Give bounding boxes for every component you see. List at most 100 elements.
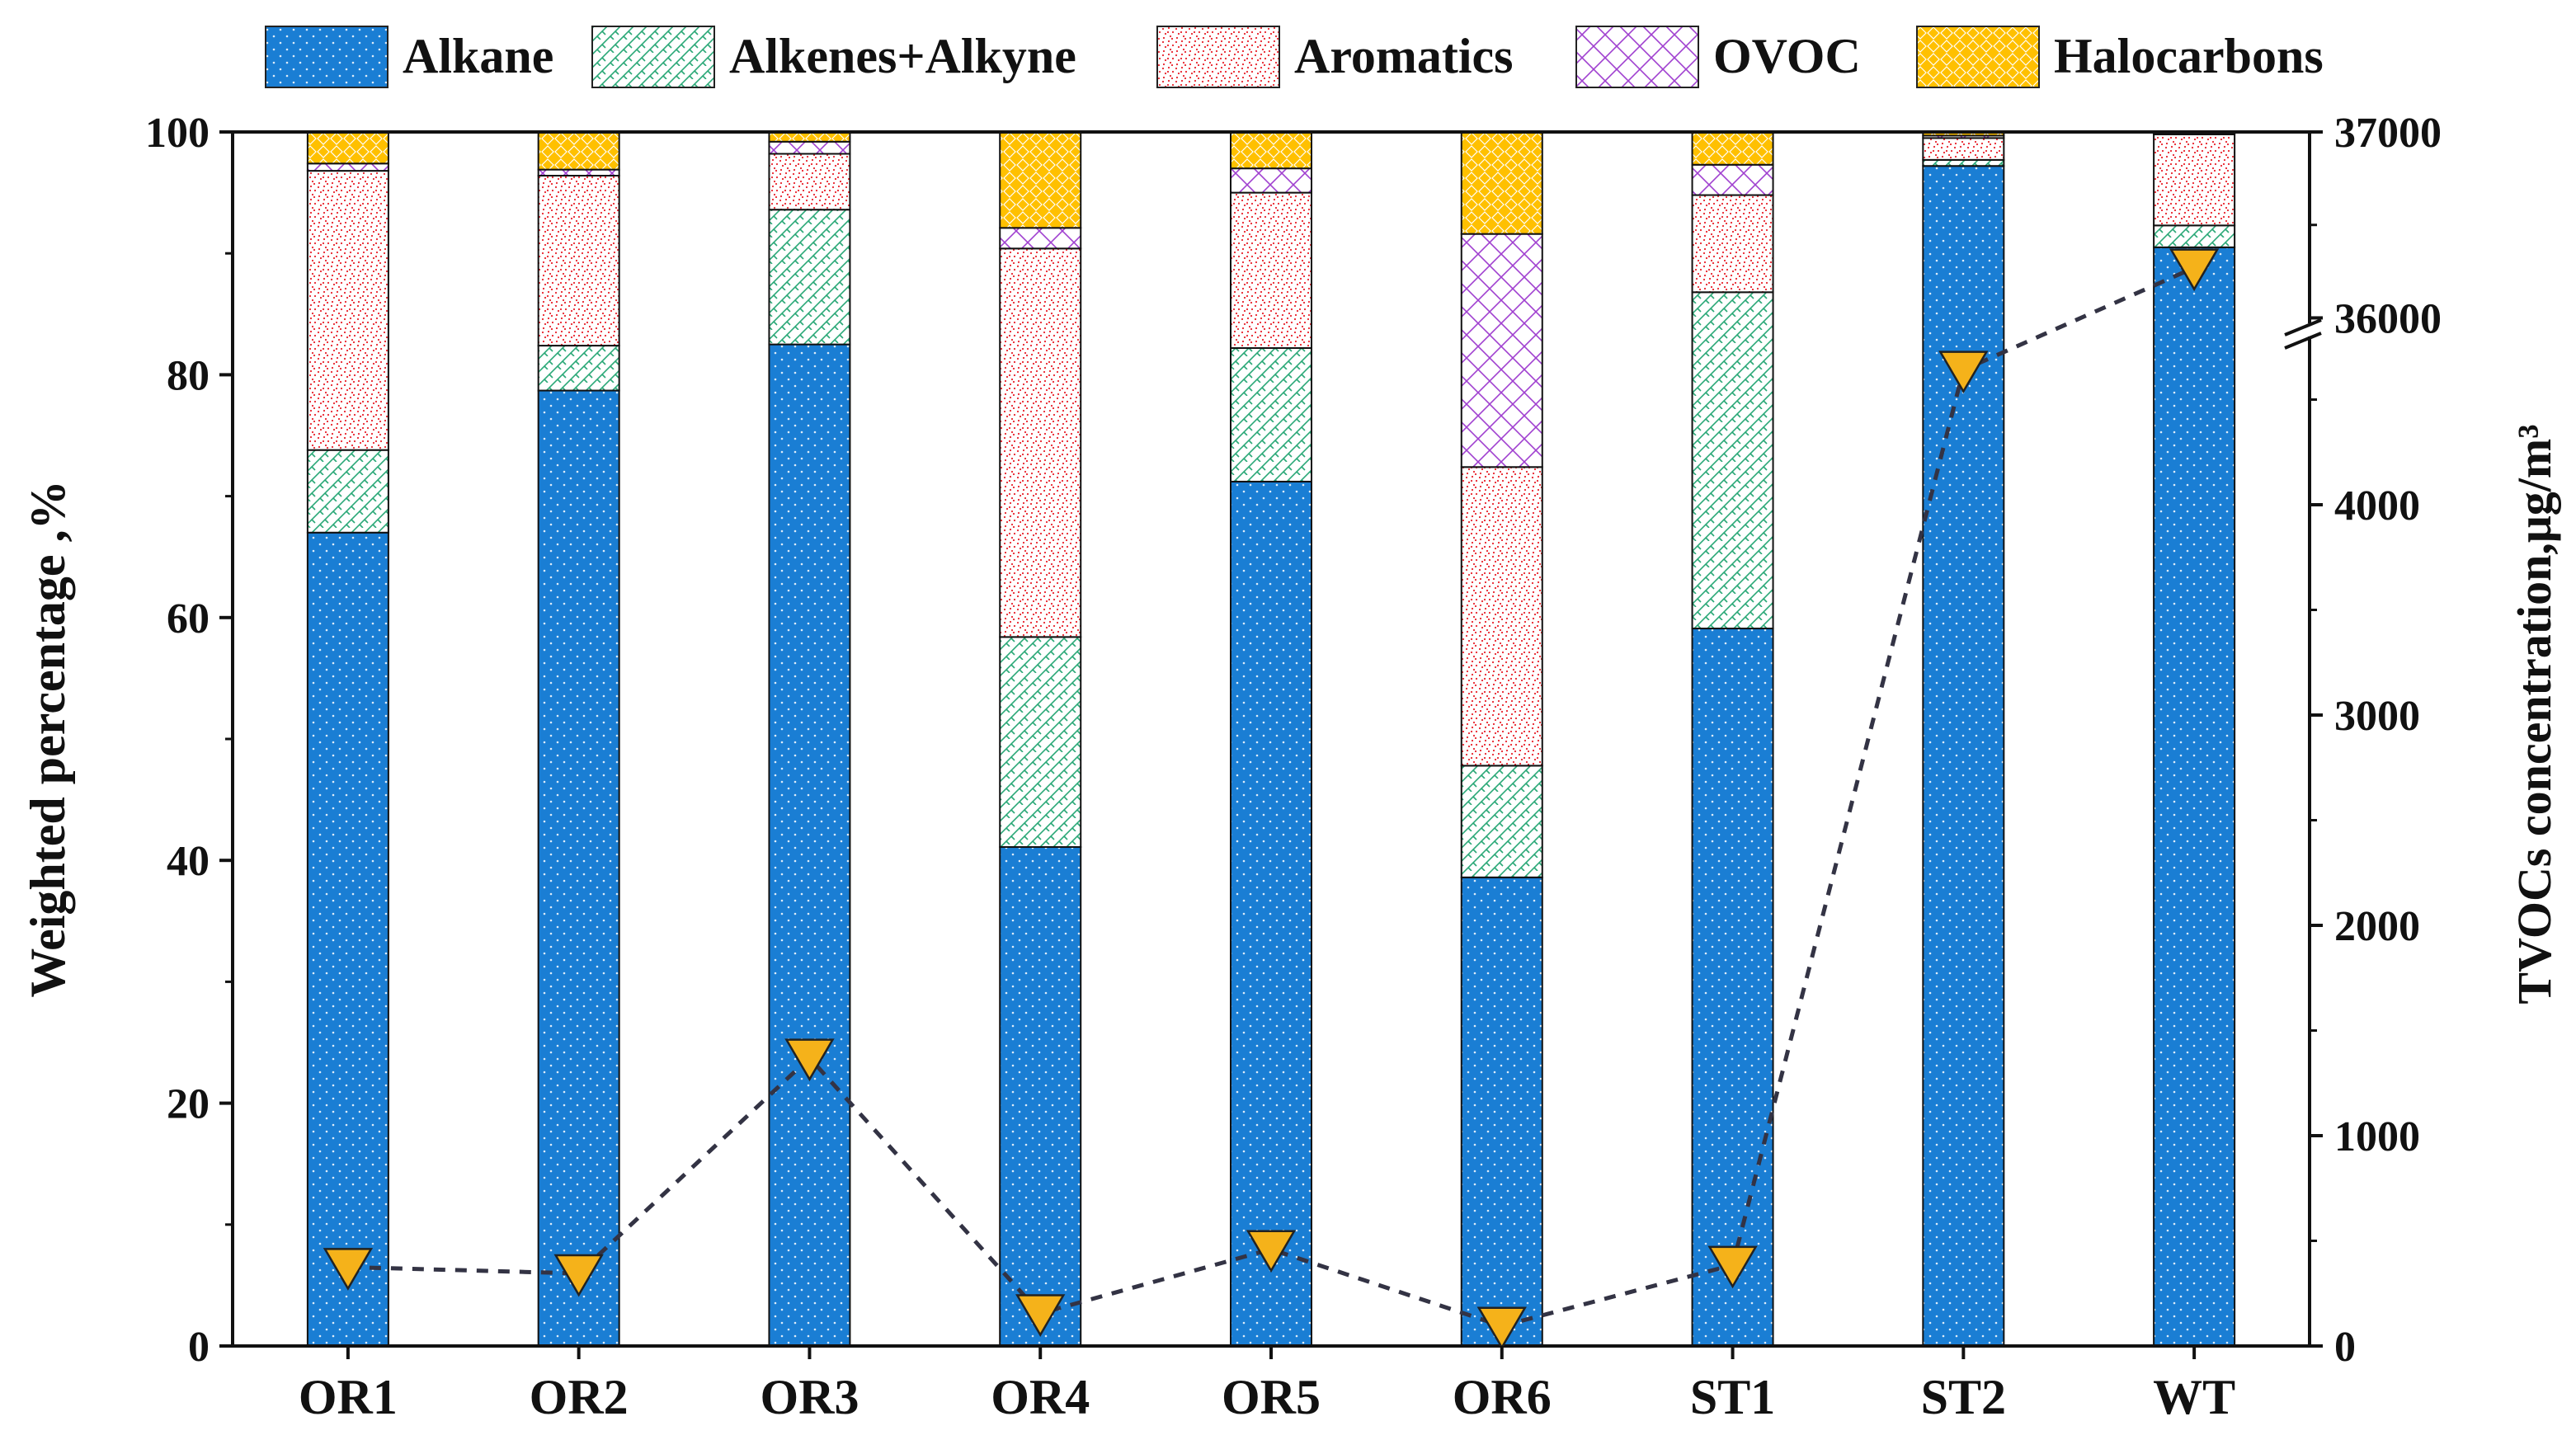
legend-label: OVOC — [1713, 29, 1861, 83]
legend-swatch — [1916, 26, 2040, 88]
bar-segment-aromatics — [1691, 194, 1774, 294]
bar-segment-ovoc — [1691, 163, 1774, 196]
bar-segment-alkane — [1922, 165, 2005, 1348]
tvoc-marker-or2 — [553, 1254, 604, 1297]
bar-segment-aromatics — [537, 174, 620, 347]
bar-stack-or4 — [999, 131, 1082, 1348]
bar-stack-or1 — [306, 131, 389, 1347]
y-left-tick-label: 100 — [145, 110, 210, 157]
legend-swatch — [1156, 26, 1280, 88]
y-right-tick-label: 37000 — [2334, 110, 2442, 157]
legend-swatch — [1575, 26, 1699, 88]
bar-segment-alkenes-alkyne — [1460, 765, 1543, 878]
bar-segment-ovoc — [768, 140, 851, 155]
bar-segment-ovoc — [1460, 233, 1543, 468]
bar-stack-st2 — [1922, 131, 2005, 1348]
bar-segment-alkenes-alkyne — [2153, 224, 2236, 248]
bars — [306, 131, 2236, 1348]
tvoc-marker-st1 — [1707, 1245, 1758, 1289]
bar-stack-wt — [2153, 131, 2236, 1348]
x-tick-label: OR1 — [299, 1370, 398, 1424]
tvoc-marker-or5 — [1246, 1230, 1297, 1273]
bar-segment-ovoc — [306, 162, 389, 172]
y-right-tick-label: 3000 — [2334, 693, 2420, 740]
bar-segment-alkenes-alkyne — [537, 345, 620, 392]
bar-segment-alkenes-alkyne — [768, 209, 851, 346]
legend-item-alkane: Alkane — [265, 26, 553, 88]
x-tick-label: OR5 — [1222, 1370, 1321, 1424]
bar-segment-alkane — [999, 846, 1082, 1348]
y-left-tick-label: 40 — [167, 838, 210, 885]
axes: 020406080100010002000300040003600037000O… — [21, 110, 2561, 1424]
bar-segment-aromatics — [1922, 137, 2005, 161]
bar-segment-halocarbons — [306, 131, 389, 165]
y-right-tick-label: 1000 — [2334, 1113, 2420, 1160]
legend-swatch — [265, 26, 389, 88]
bar-stack-or6 — [1460, 131, 1543, 1347]
tvoc-line — [323, 248, 2220, 1350]
axis-break-mark — [2284, 332, 2322, 350]
bar-segment-halocarbons — [537, 131, 620, 171]
x-tick-label: OR4 — [991, 1370, 1090, 1424]
bar-segment-alkenes-alkyne — [1691, 291, 1774, 630]
x-tick-label: OR6 — [1453, 1370, 1552, 1424]
legend-label: Aromatics — [1294, 29, 1514, 83]
bar-segment-aromatics — [768, 153, 851, 211]
tvoc-marker-st2 — [1938, 351, 1989, 394]
bar-segment-alkane — [1460, 876, 1543, 1347]
bar-segment-halocarbons — [1691, 131, 1774, 166]
bar-segment-alkenes-alkyne — [1922, 158, 2005, 167]
tvoc-marker-or6 — [1476, 1306, 1527, 1350]
legend-item-halocarbons: Halocarbons — [1916, 26, 2324, 88]
bar-segment-alkane — [1230, 480, 1312, 1347]
bar-segment-halocarbons — [999, 131, 1082, 229]
legend-item-alkenes-alkyne: Alkenes+Alkyne — [591, 26, 1076, 88]
bar-segment-alkane — [537, 389, 620, 1347]
y-left-tick-label: 0 — [188, 1324, 210, 1371]
y-right-tick-label: 36000 — [2334, 295, 2442, 342]
y-right-tick-label: 4000 — [2334, 482, 2420, 529]
bar-segment-alkane — [768, 343, 851, 1348]
x-tick-label: OR3 — [760, 1370, 859, 1424]
bar-segment-alkane — [306, 531, 389, 1347]
x-tick-label: WT — [2153, 1370, 2235, 1424]
bar-segment-ovoc — [999, 227, 1082, 250]
bar-stack-st1 — [1691, 131, 1774, 1347]
bar-segment-ovoc — [537, 168, 620, 176]
bar-stack-or5 — [1230, 131, 1312, 1347]
bar-segment-halocarbons — [1230, 131, 1312, 170]
y-right-tick-label: 0 — [2334, 1324, 2356, 1371]
bar-segment-alkane — [2153, 246, 2236, 1348]
x-tick-label: OR2 — [530, 1370, 629, 1424]
bar-segment-aromatics — [999, 247, 1082, 638]
x-tick-label: ST1 — [1690, 1370, 1775, 1424]
bar-segment-ovoc — [1230, 167, 1312, 194]
bar-segment-aromatics — [1230, 191, 1312, 350]
legend-label: Alkane — [403, 29, 553, 83]
legend-swatch — [591, 26, 715, 88]
y-left-tick-label: 20 — [167, 1081, 210, 1128]
bar-segment-alkenes-alkyne — [1230, 347, 1312, 482]
tvoc-marker-or1 — [323, 1248, 374, 1291]
tvoc-marker-or4 — [1015, 1294, 1066, 1337]
y-left-tick-label: 80 — [167, 352, 210, 399]
bar-segment-halocarbons — [1460, 131, 1543, 235]
y-left-axis-title: Weighted percentage ,% — [21, 480, 75, 997]
bar-segment-aromatics — [1460, 466, 1543, 767]
axis-break-mark — [2284, 318, 2322, 336]
bar-stack-or3 — [768, 131, 851, 1348]
legend-label: Alkenes+Alkyne — [729, 29, 1076, 83]
legend: Alkane Alkenes+Alkyne Aromatics OVOC Halocar… — [265, 26, 2324, 88]
tvoc-marker-wt — [2169, 248, 2220, 292]
x-tick-label: ST2 — [1921, 1370, 2006, 1424]
legend-label: Halocarbons — [2054, 29, 2324, 83]
tvoc-marker-or3 — [784, 1038, 835, 1082]
y-right-tick-label: 2000 — [2334, 903, 2420, 950]
legend-item-ovoc: OVOC — [1575, 26, 1861, 88]
bar-segment-alkenes-alkyne — [306, 449, 389, 534]
bar-segment-alkenes-alkyne — [999, 636, 1082, 849]
bar-segment-aromatics — [306, 170, 389, 451]
legend-item-aromatics: Aromatics — [1156, 26, 1514, 88]
bar-segment-alkane — [1691, 628, 1774, 1347]
